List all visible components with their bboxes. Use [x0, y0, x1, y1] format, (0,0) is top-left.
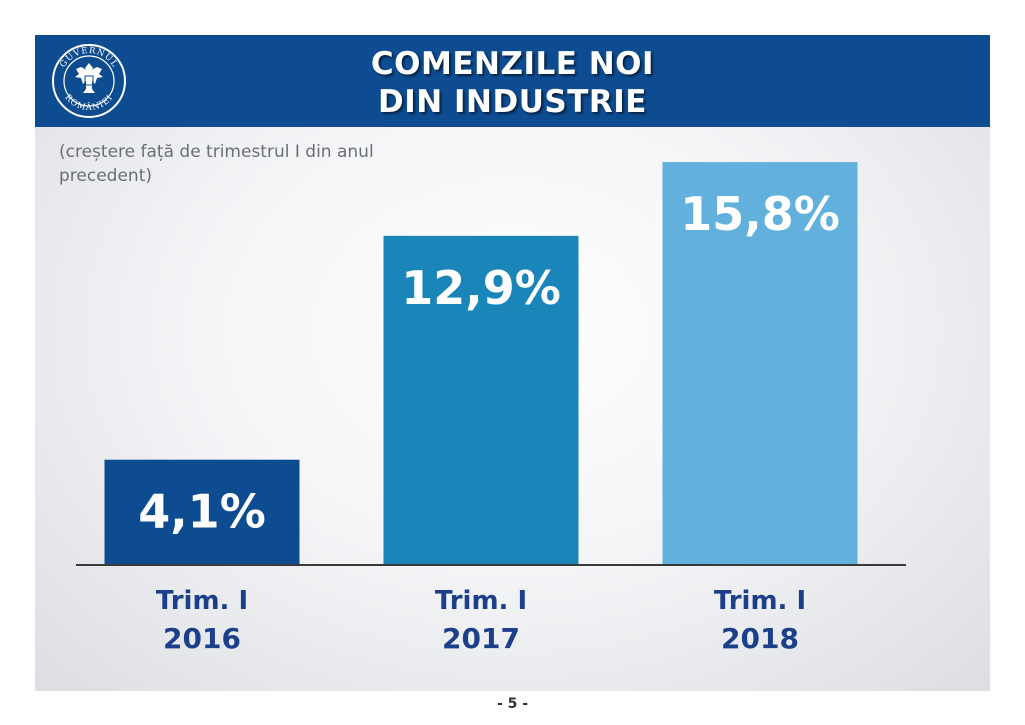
- category-label-line1: Trim. I: [435, 586, 527, 616]
- bar-2016: [104, 459, 300, 564]
- category-label-year: 2016: [163, 622, 241, 655]
- category-label-year: 2017: [442, 622, 520, 655]
- government-seal-logo: GUVERNUL ROMÂNIEI: [52, 44, 126, 118]
- value-label-2018: 15,8%: [680, 187, 840, 241]
- category-label-line1: Trim. I: [156, 586, 248, 616]
- value-label-2016: 4,1%: [138, 485, 266, 539]
- category-label-year: 2018: [721, 622, 799, 655]
- title-line-2: DIN INDUSTRIE: [378, 84, 647, 120]
- bar-2018: [662, 162, 858, 564]
- title-line-1: COMENZILE NOI: [370, 46, 655, 82]
- category-label-line1: Trim. I: [714, 586, 806, 616]
- value-label-2017: 12,9%: [401, 261, 561, 315]
- chart-title: COMENZILE NOI DIN INDUSTRIE: [35, 45, 990, 121]
- page-number: - 5 -: [496, 696, 529, 712]
- chart-subtitle: (creștere față de trimestrul I din anul …: [59, 142, 374, 186]
- bar-2017: [383, 235, 579, 564]
- header-banner: GUVERNUL ROMÂNIEI COMENZILE NOI DIN INDU…: [35, 35, 990, 127]
